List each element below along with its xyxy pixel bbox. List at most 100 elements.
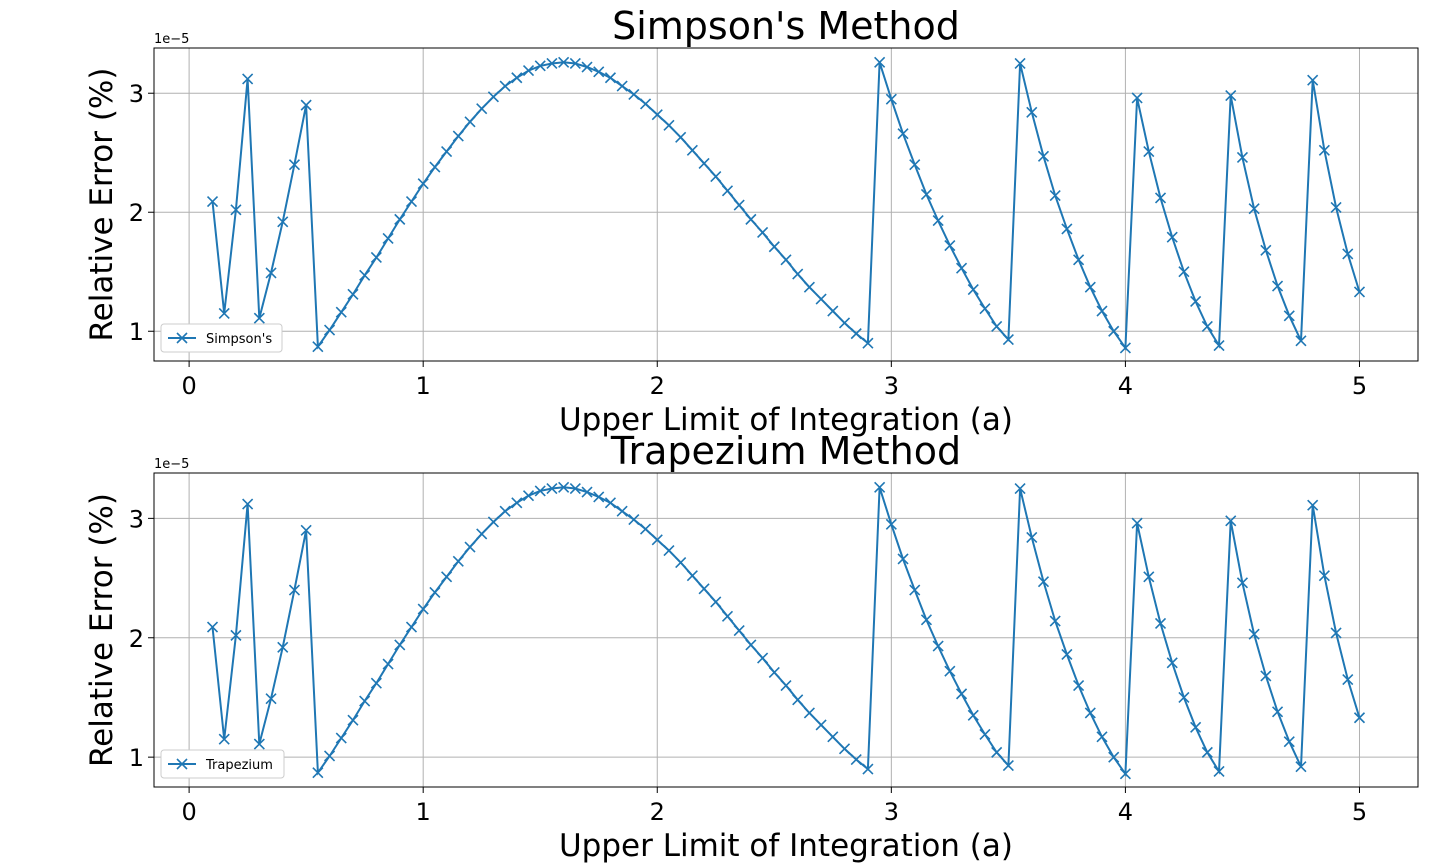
data-point (569, 57, 581, 70)
data-point (593, 66, 605, 78)
data-point (382, 658, 394, 670)
legend: Simpson's (160, 323, 283, 353)
data-point (1307, 74, 1319, 86)
data-point (1201, 320, 1213, 333)
data-point (616, 80, 628, 92)
data-point (885, 93, 897, 105)
data-point (1084, 281, 1096, 293)
data-point (1190, 721, 1202, 733)
data-point (242, 73, 254, 85)
series-markers (206, 56, 1366, 354)
data-point (1342, 673, 1354, 686)
data-point (604, 72, 617, 84)
data-point (932, 640, 944, 652)
data-point (1154, 192, 1167, 204)
y-axis-label: Relative Error (%) (84, 493, 120, 767)
data-point (721, 185, 734, 197)
data-point (452, 130, 464, 142)
data-point (499, 80, 511, 92)
data-point (1014, 57, 1026, 70)
data-point (522, 490, 535, 502)
data-point (1213, 339, 1225, 352)
data-point (733, 199, 745, 211)
data-point (967, 709, 979, 721)
x-axis-label: Upper Limit of Integration (a) (559, 828, 1013, 864)
data-point (522, 65, 535, 77)
data-point (1248, 203, 1260, 215)
x-axis-label: Upper Limit of Integration (a) (559, 402, 1013, 438)
data-point (593, 491, 605, 503)
data-point (663, 119, 675, 131)
data-point (1318, 570, 1330, 582)
trapezium-panel: 0 1 2 3 4 5 1 2 3 1e−5 Trapezium Method Upper Limit… (84, 429, 1419, 864)
data-point (511, 497, 523, 509)
x-tick-label: 1 (416, 372, 431, 400)
data-point (1037, 576, 1050, 588)
x-tick-label: 4 (1118, 798, 1133, 826)
data-point (651, 534, 663, 546)
plot-frame (153, 472, 1419, 788)
data-point (1131, 92, 1143, 104)
data-point (546, 482, 558, 495)
axis-offset-label: 1e−5 (154, 457, 189, 472)
data-point (1143, 145, 1155, 158)
legend-marker (176, 332, 188, 344)
data-point (1143, 571, 1155, 583)
legend-marker (176, 758, 188, 770)
data-point (476, 528, 488, 540)
data-point (265, 267, 277, 279)
data-point (1084, 707, 1096, 719)
data-point (1061, 648, 1073, 661)
data-point (312, 767, 324, 779)
data-point (885, 518, 897, 530)
x-tick-label: 4 (1118, 372, 1133, 400)
axis-offset-label: 1e−5 (154, 32, 189, 47)
data-point (944, 239, 956, 252)
data-point (803, 707, 815, 719)
data-point (686, 570, 698, 582)
data-point (721, 610, 734, 622)
grid (154, 473, 1418, 787)
data-point (499, 505, 511, 517)
data-point (675, 131, 687, 143)
series-line (211, 486, 1361, 777)
data-point (534, 60, 546, 72)
x-tick-label: 2 (650, 372, 665, 400)
data-point (639, 523, 652, 535)
data-point (288, 584, 301, 596)
data-point (1353, 286, 1366, 298)
grid (154, 48, 1418, 361)
simpson-panel: 0 1 2 3 4 5 1 2 3 1e−5 Simpson's Method Upper Limit… (84, 4, 1419, 438)
data-point (417, 603, 429, 615)
data-point (1119, 342, 1131, 354)
data-point (792, 694, 804, 706)
data-point (815, 719, 827, 731)
data-point (1318, 144, 1330, 156)
data-point (1260, 244, 1272, 256)
data-point (429, 586, 441, 598)
data-point (1061, 223, 1073, 235)
data-point (1178, 691, 1190, 704)
data-point (323, 750, 336, 762)
data-point (1190, 295, 1202, 308)
data-point (710, 596, 722, 608)
data-point (897, 553, 909, 565)
data-point (558, 481, 570, 493)
series-line (211, 61, 1361, 351)
data-point (335, 732, 347, 744)
data-point (347, 288, 359, 300)
data-point (1073, 254, 1085, 266)
data-point (1108, 325, 1120, 337)
data-point (1108, 751, 1120, 763)
data-point (675, 556, 687, 569)
y-tick-label: 3 (129, 80, 144, 108)
data-point (768, 241, 780, 253)
y-tick-label: 1 (129, 318, 144, 346)
data-point (745, 639, 757, 651)
data-point (242, 498, 254, 510)
data-point (698, 157, 710, 170)
data-point (546, 57, 558, 70)
data-point (1119, 768, 1131, 780)
data-point (862, 763, 874, 775)
data-point (745, 213, 757, 225)
